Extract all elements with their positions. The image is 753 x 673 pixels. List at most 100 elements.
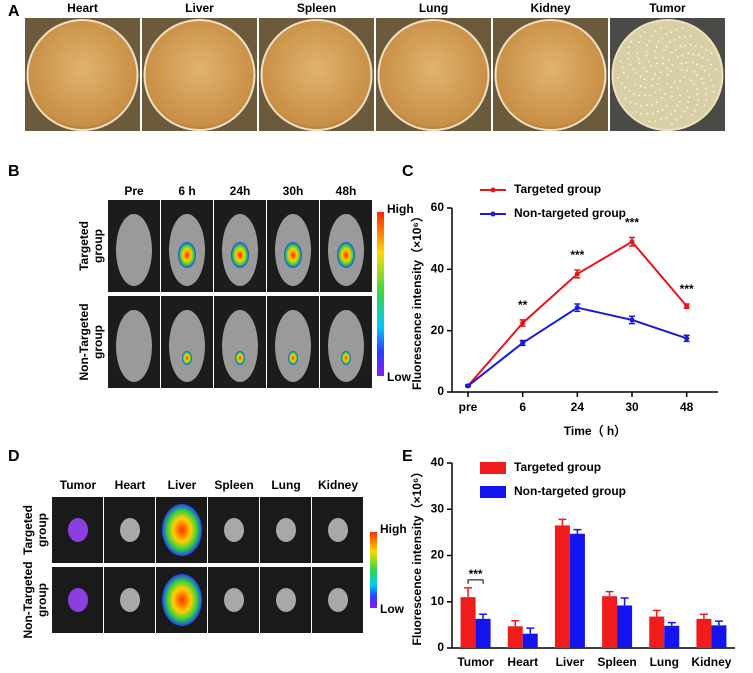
organ-label: Kidney — [318, 478, 358, 492]
x-axis-label: Time（ h） — [564, 423, 626, 438]
timepoint-label: 6 h — [178, 184, 195, 198]
petri-dish — [377, 19, 490, 131]
colony — [678, 36, 681, 39]
colony — [640, 104, 643, 107]
colony — [661, 109, 664, 111]
error-bar — [652, 609, 661, 617]
organ — [162, 574, 202, 626]
colony — [681, 26, 684, 29]
colony — [665, 116, 668, 119]
colony — [676, 87, 679, 90]
colony — [659, 27, 662, 29]
color-bar — [370, 532, 377, 608]
colony — [658, 88, 661, 91]
colony — [680, 62, 683, 65]
point — [520, 340, 526, 346]
colony — [695, 63, 698, 66]
y-tick-label: 40 — [431, 455, 445, 469]
colony — [697, 98, 699, 101]
organ-label: Heart — [67, 1, 98, 15]
colony — [634, 110, 637, 113]
organ — [328, 588, 348, 612]
panel-label: C — [402, 163, 414, 180]
organ — [328, 518, 348, 542]
colony — [653, 50, 656, 53]
colony — [667, 59, 670, 61]
colony — [629, 101, 632, 104]
colony — [661, 56, 664, 59]
y-tick-label: 20 — [431, 323, 445, 337]
mouse-body — [169, 310, 205, 382]
point — [629, 239, 635, 245]
colony — [632, 68, 635, 70]
bar — [711, 625, 727, 648]
error-bar — [479, 613, 488, 619]
colony — [646, 104, 648, 106]
panel-label: D — [8, 448, 20, 465]
colony — [714, 68, 717, 71]
colony — [648, 94, 651, 97]
colony — [616, 77, 619, 79]
colony — [685, 61, 688, 64]
colony — [666, 82, 669, 85]
colony — [697, 53, 700, 56]
bar — [475, 618, 491, 648]
organ-label: Kidney — [530, 1, 570, 15]
x-tick-label: 30 — [625, 400, 639, 414]
colony — [660, 96, 663, 99]
colony — [694, 44, 697, 47]
colony — [670, 86, 673, 89]
colony — [683, 110, 686, 113]
colony — [651, 78, 654, 81]
colony — [687, 52, 690, 55]
colony — [692, 83, 695, 86]
significance: *** — [570, 248, 584, 262]
colony — [666, 67, 669, 69]
colony — [684, 44, 687, 47]
colony — [654, 120, 657, 123]
colony — [673, 81, 676, 84]
panel-label: B — [8, 163, 20, 180]
colony — [696, 93, 699, 95]
colony — [689, 43, 692, 46]
point — [520, 320, 526, 326]
colony — [658, 77, 661, 80]
legend-label: Targeted group — [514, 460, 601, 474]
y-tick-label: 20 — [431, 548, 445, 562]
colony — [686, 69, 688, 72]
colony — [660, 118, 663, 121]
scale-low: Low — [380, 602, 405, 616]
colony — [688, 96, 691, 99]
signal — [341, 351, 351, 365]
y-tick-label: 30 — [431, 501, 445, 515]
row-label: Targetedgroup — [21, 505, 49, 555]
bar — [602, 596, 618, 648]
colony — [676, 104, 679, 107]
significance: *** — [469, 567, 483, 581]
colony — [638, 94, 641, 97]
colony — [628, 90, 631, 93]
y-tick-label: 10 — [431, 594, 445, 608]
colony — [691, 53, 694, 56]
colony — [645, 54, 648, 57]
error-bar — [699, 613, 708, 619]
colony — [665, 33, 668, 35]
colony — [669, 41, 672, 43]
organ — [120, 518, 140, 542]
colony — [632, 93, 635, 96]
colony — [705, 98, 708, 101]
organ — [68, 588, 88, 612]
signal — [182, 351, 192, 365]
error-bar — [714, 620, 723, 626]
significance: *** — [625, 216, 639, 230]
point — [684, 335, 690, 341]
colony — [702, 82, 705, 85]
point — [574, 271, 580, 277]
colony — [707, 59, 709, 62]
colony — [646, 112, 649, 115]
colony — [645, 70, 648, 73]
colony — [627, 46, 630, 49]
petri-dish — [143, 19, 256, 131]
bar — [617, 605, 633, 648]
x-tick-label: Lung — [650, 655, 679, 669]
